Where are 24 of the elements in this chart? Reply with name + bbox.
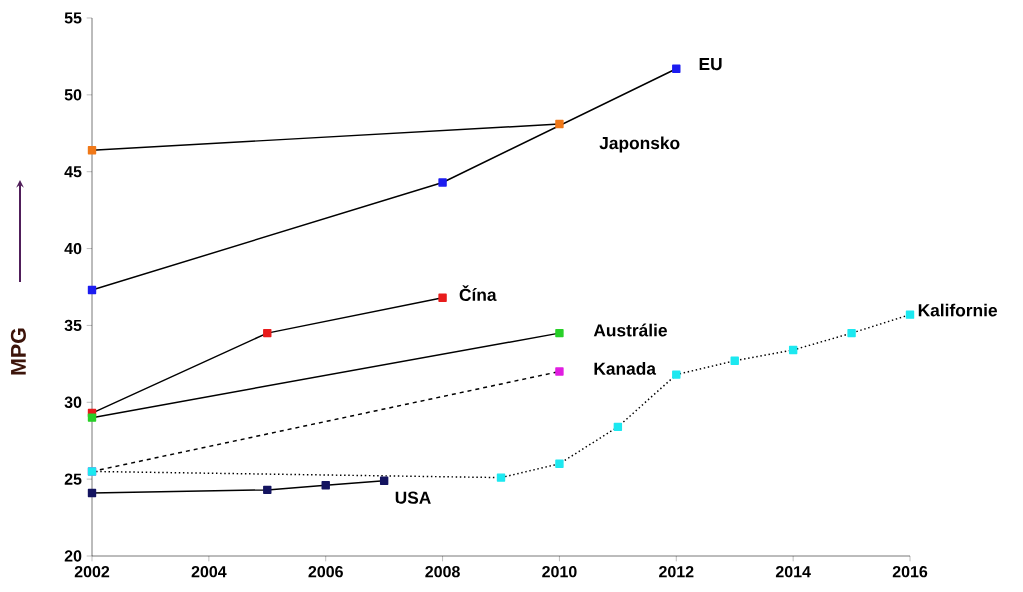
y-axis-title: MPG [10,328,26,375]
y-tick-label: 55 [64,12,82,24]
x-tick-label: 2010 [542,566,577,578]
series-label: Čína [459,285,497,301]
x-tick-label: 2002 [74,566,110,578]
text: Japonsko [599,136,680,153]
x-tick-label: 2004 [191,566,227,578]
y-tick-label: 30 [64,396,82,408]
y-tick-label: 45 [64,166,82,178]
series-label: Kalifornie [918,303,997,317]
x-tick-label: 2012 [659,566,694,578]
series-label: EU [699,58,722,71]
y-tick-label: 50 [64,89,82,101]
x-tick-label: 2014 [775,566,811,578]
x-tick-label: 2016 [892,566,928,578]
x-tick-label: 2006 [308,566,343,578]
y-tick-label: 40 [64,242,82,255]
series-label: Austrálie [593,323,667,337]
series-label: USA [395,491,431,504]
y-tick-label: 35 [64,319,82,332]
x-tick-label: 2008 [425,566,460,578]
series-label: Kanada [594,362,657,375]
y-tick-label: 25 [64,473,82,485]
y-tick-label: 20 [64,550,82,562]
